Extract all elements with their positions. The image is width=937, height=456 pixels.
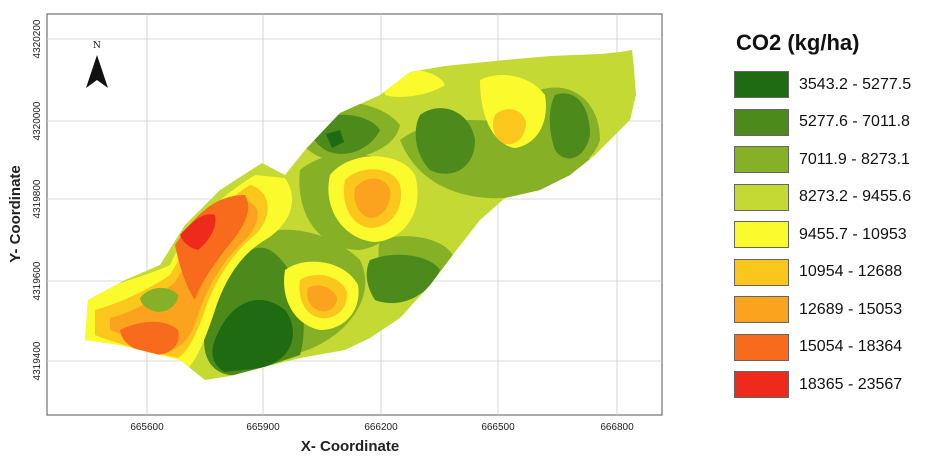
y-tick-label: 4320200 [32,19,43,58]
legend-label: 12689 - 15053 [799,300,903,318]
x-tick-label: 665600 [130,422,164,433]
map-figure: N 665600 665900 666200 666500 666800 432… [7,13,663,455]
legend-swatch [734,371,789,399]
legend-label: 18365 - 23567 [799,375,903,393]
legend-swatch [734,71,789,99]
legend-item: 18365 - 23567 [734,366,934,404]
x-axis-title: X- Coordinate [301,438,399,455]
legend-swatch [734,183,789,211]
legend-swatch [734,296,789,324]
y-tick-label: 4319600 [32,261,43,300]
legend-label: 8273.2 - 9455.6 [799,188,912,206]
legend-item: 10954 - 12688 [734,254,934,292]
legend: CO2 (kg/ha) 3543.2 - 5277.5 5277.6 - 701… [734,30,934,404]
legend-swatch [734,258,789,286]
legend-item: 7011.9 - 8273.1 [734,141,934,179]
north-arrow-icon: N [86,41,108,88]
x-tick-label: 666200 [364,422,398,433]
legend-swatch [734,221,789,249]
legend-label: 15054 - 18364 [799,338,903,356]
legend-item: 3543.2 - 5277.5 [734,66,934,104]
x-tick-label: 666500 [481,422,515,433]
x-tick-label: 665900 [246,422,280,433]
y-axis-title: Y- Coordinate [7,165,24,263]
legend-item: 9455.7 - 10953 [734,216,934,254]
legend-item: 12689 - 15053 [734,291,934,329]
legend-label: 3543.2 - 5277.5 [799,75,912,93]
x-tick-label: 666800 [600,422,634,433]
x-axis-ticks: 665600 665900 666200 666500 666800 [130,422,634,433]
legend-label: 10954 - 12688 [799,263,903,281]
svg-text:N: N [93,41,101,51]
legend-item: 5277.6 - 7011.8 [734,104,934,142]
legend-label: 7011.9 - 8273.1 [799,150,910,168]
legend-label: 5277.6 - 7011.8 [799,113,910,131]
y-axis-ticks: 4320200 4320000 4319800 4319600 4319400 [32,19,43,380]
legend-swatch [734,146,789,174]
y-tick-label: 4319800 [32,179,43,218]
y-tick-label: 4319400 [32,341,43,380]
legend-item: 15054 - 18364 [734,329,934,367]
legend-swatch [734,333,789,361]
y-tick-label: 4320000 [32,101,43,140]
legend-swatch [734,108,789,136]
legend-label: 9455.7 - 10953 [799,225,907,243]
legend-item: 8273.2 - 9455.6 [734,179,934,217]
legend-title: CO2 (kg/ha) [736,30,860,55]
